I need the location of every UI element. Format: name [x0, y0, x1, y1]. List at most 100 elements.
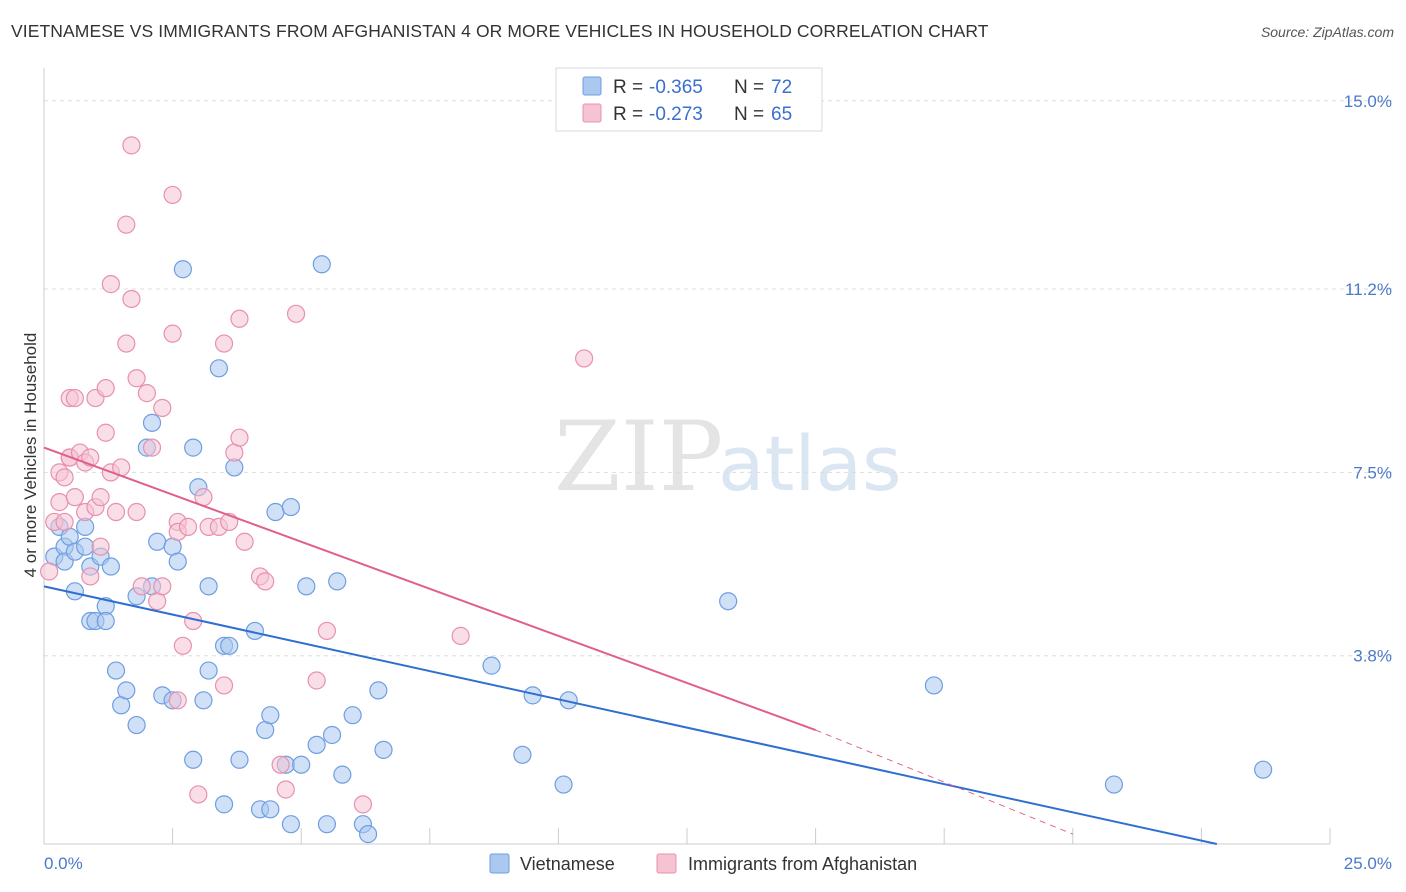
vietnamese-point	[199, 577, 218, 596]
afghanistan-point	[163, 324, 182, 343]
afghanistan-point	[214, 676, 234, 695]
vietnamese-point	[127, 715, 146, 735]
vietnamese-point	[173, 260, 192, 279]
vietnamese-point	[261, 706, 280, 725]
legend-r-value-1: -0.365	[649, 77, 703, 98]
vietnamese-point	[220, 636, 239, 655]
afghanistan-point	[575, 349, 594, 368]
afghanistan-point	[106, 502, 126, 522]
afghanistan-trend-line-extension	[815, 729, 1073, 835]
afghanistan-point	[230, 428, 249, 447]
vietnamese-point	[184, 438, 203, 457]
afghanistan-trend-line	[43, 446, 816, 731]
series-legend-swatch-vietnamese	[489, 853, 510, 874]
vietnamese-point	[343, 706, 362, 725]
watermark-zip: ZIP	[554, 401, 723, 513]
vietnamese-point	[297, 577, 316, 596]
afghanistan-point	[81, 567, 100, 586]
legend-n-label-2: N =	[734, 104, 764, 125]
vietnamese-point	[374, 740, 393, 759]
legend-r-label-2: R =	[613, 104, 643, 125]
afghanistan-point	[276, 780, 295, 799]
y-tick-label: 11.2%	[1345, 280, 1392, 299]
afghanistan-point	[173, 636, 192, 655]
stats-legend: R = -0.365 N = 72 R = -0.273 N = 65	[555, 67, 823, 132]
data-points	[40, 136, 1273, 844]
axes	[43, 68, 1331, 845]
vietnamese-point	[333, 765, 352, 784]
afghanistan-point	[65, 488, 84, 507]
afghanistan-point	[189, 785, 208, 804]
afghanistan-point	[96, 379, 115, 398]
vietnamese-point	[554, 775, 573, 794]
watermark: ZIP atlas	[554, 401, 902, 513]
afghanistan-point	[137, 384, 156, 403]
afghanistan-point	[286, 304, 306, 323]
afghanistan-point	[451, 626, 470, 645]
afghanistan-point	[132, 577, 151, 596]
vietnamese-point	[142, 413, 162, 432]
vietnamese-point	[230, 750, 249, 769]
vietnamese-point	[76, 537, 95, 556]
grid-lines	[44, 100, 1392, 657]
vietnamese-point	[719, 592, 738, 611]
source-credit: Source: ZipAtlas.com	[1260, 24, 1394, 40]
vietnamese-point	[194, 691, 213, 710]
afghanistan-point	[50, 493, 69, 512]
vietnamese-point	[369, 681, 388, 700]
afghanistan-point	[163, 185, 182, 205]
afghanistan-point	[40, 562, 59, 581]
afghanistan-point	[55, 512, 74, 532]
vietnamese-point	[168, 552, 187, 571]
vietnamese-point	[482, 656, 501, 675]
afghanistan-point	[122, 136, 141, 155]
afghanistan-point	[122, 289, 141, 309]
legend-swatch-vietnamese	[582, 76, 602, 96]
afghanistan-point	[117, 334, 136, 353]
vietnamese-point	[358, 824, 378, 844]
vietnamese-point	[266, 502, 285, 522]
vietnamese-point	[117, 681, 136, 700]
vietnamese-point	[209, 359, 228, 378]
vietnamese-point	[513, 745, 532, 764]
afghanistan-point	[127, 369, 146, 388]
afghanistan-point	[230, 309, 249, 328]
series-legend: Vietnamese Immigrants from Afghanistan	[489, 853, 917, 874]
afghanistan-point	[307, 671, 326, 690]
vietnamese-point	[199, 661, 218, 680]
vietnamese-point	[1254, 760, 1273, 779]
afghanistan-point	[168, 691, 187, 710]
vietnamese-point	[184, 750, 203, 769]
vietnamese-point	[106, 661, 126, 680]
afghanistan-point	[178, 517, 198, 536]
afghanistan-point	[271, 755, 290, 774]
afghanistan-point	[153, 577, 172, 596]
afghanistan-point	[117, 215, 136, 234]
vietnamese-point	[281, 815, 301, 834]
series-legend-label-vietnamese: Vietnamese	[520, 854, 615, 874]
vietnamese-point	[317, 815, 337, 834]
afghanistan-point	[81, 448, 100, 467]
afghanistan-point	[65, 388, 84, 408]
afghanistan-point	[256, 572, 275, 591]
trend-lines	[43, 446, 1218, 845]
y-tick-label: 7.5%	[1353, 463, 1392, 482]
afghanistan-point	[153, 398, 172, 418]
x-tick-label: 25.0%	[1344, 854, 1392, 873]
afghanistan-point	[101, 275, 120, 294]
legend-r-value-2: -0.273	[649, 104, 703, 125]
series-legend-label-afghanistan: Immigrants from Afghanistan	[688, 854, 917, 874]
vietnamese-point	[214, 795, 234, 814]
y-tick-label: 3.8%	[1353, 647, 1392, 666]
vietnamese-point	[96, 611, 115, 631]
afghanistan-point	[55, 468, 74, 487]
vietnamese-point	[281, 497, 301, 517]
afghanistan-point	[142, 438, 162, 457]
legend-swatch-afghanistan	[582, 103, 602, 123]
vietnamese-point	[328, 572, 347, 591]
afghanistan-point	[214, 334, 234, 353]
legend-r-label-1: R =	[613, 77, 643, 98]
afghanistan-point	[353, 795, 373, 814]
afghanistan-point	[91, 537, 110, 556]
